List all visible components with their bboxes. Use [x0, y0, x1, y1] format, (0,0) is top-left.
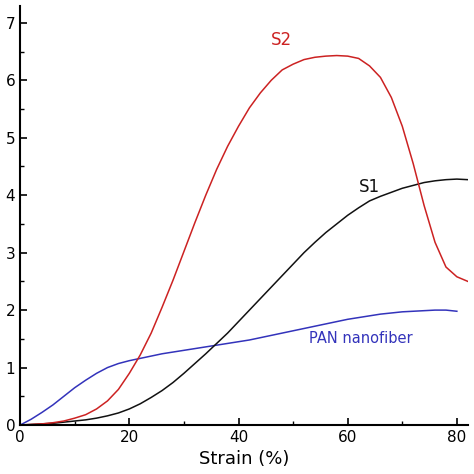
Text: PAN nanofiber: PAN nanofiber: [310, 331, 413, 346]
Text: S2: S2: [271, 31, 292, 49]
X-axis label: Strain (%): Strain (%): [199, 450, 289, 468]
Text: S1: S1: [359, 178, 380, 196]
